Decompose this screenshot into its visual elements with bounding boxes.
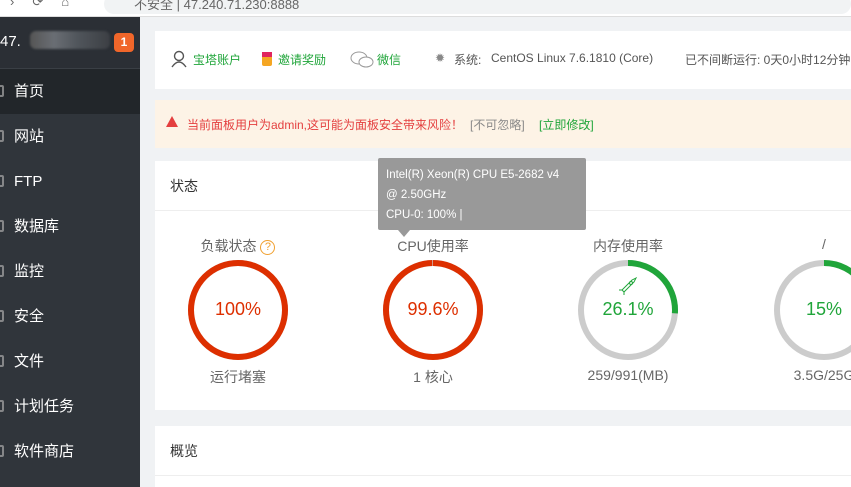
overview-title: 概览 — [155, 426, 851, 476]
gauge-ring — [774, 260, 851, 360]
sidebar-item-label: FTP — [14, 173, 43, 190]
sidebar-item-8[interactable]: 软件商店 — [0, 429, 140, 474]
sidebar-item-4[interactable]: 监控 — [0, 249, 140, 294]
gauge-fill — [383, 260, 483, 360]
sidebar-item-label: 网站 — [14, 128, 45, 145]
security-label: 不安全 — [134, 0, 174, 12]
gauge-label: / — [822, 236, 826, 252]
sidebar-item-0[interactable]: 首页 — [0, 69, 140, 114]
tooltip-cpu-freq: @ 2.50GHz — [386, 189, 447, 201]
sidebar-item-7[interactable]: 计划任务 — [0, 384, 140, 429]
menu-icon — [0, 130, 4, 142]
sidebar-item-label: 安全 — [14, 308, 45, 325]
warning-message: 当前面板用户为admin,这可能为面板安全带来风险！ — [187, 118, 464, 132]
gauge-detail: 1 核心 — [413, 369, 453, 385]
security-warning: 当前面板用户为admin,这可能为面板安全带来风险！ [不可忽略] [立即修改] — [155, 100, 851, 148]
menu-icon — [0, 265, 4, 277]
sidebar-item-label: 计划任务 — [14, 398, 75, 415]
sidebar-item-3[interactable]: 数据库 — [0, 204, 140, 249]
user-icon — [171, 50, 187, 68]
gear-icon: ✹ — [435, 51, 446, 65]
ignore-label: [不可忽略] — [470, 118, 525, 132]
gauge-value: 15% — [805, 299, 843, 319]
address-text: 47.240.71.230:8888 — [183, 0, 300, 12]
gauge-value: 99.6% — [407, 299, 459, 319]
address-bar[interactable]: 不安全 | 47.240.71.230:8888 — [104, 0, 851, 14]
sidebar-header: 47. 1 — [0, 17, 140, 69]
tooltip-cpu-model: Intel(R) Xeon(R) CPU E5-2682 v4 — [386, 169, 560, 181]
sidebar-item-6[interactable]: 文件 — [0, 339, 140, 384]
fix-now-link[interactable]: [立即修改] — [539, 118, 594, 132]
gift-icon — [262, 52, 272, 66]
top-info-bar: 宝塔账户 邀请奖励 微信 ✹ 系统: CentOS Linux 7.6.1810… — [155, 31, 851, 89]
gauge-fill — [578, 260, 678, 360]
menu-icon — [0, 445, 4, 457]
menu-icon — [0, 310, 4, 322]
overview-panel: 概览 — [155, 426, 851, 487]
menu-icon — [0, 220, 4, 232]
invite-link[interactable]: 邀请奖励 — [278, 53, 327, 67]
sidebar-item-1[interactable]: 网站 — [0, 114, 140, 159]
system-label: 系统: — [454, 53, 482, 67]
gauge-ring — [578, 260, 678, 360]
sidebar-item-label: 软件商店 — [14, 443, 75, 460]
notification-badge[interactable]: 1 — [114, 33, 134, 52]
wechat-icon — [350, 51, 374, 68]
warning-icon — [166, 116, 178, 127]
menu-icon — [0, 400, 4, 412]
browser-nav-icons[interactable]: ›⟳⌂ — [10, 0, 88, 9]
gauge-value: 100% — [214, 299, 262, 319]
gauge-detail: 259/991(MB) — [587, 367, 669, 383]
gauge-ring — [383, 260, 483, 360]
menu-icon — [0, 175, 4, 187]
gauge-label: CPU使用率 — [397, 238, 469, 254]
gauge-fill — [188, 260, 288, 360]
host-ip-redacted — [30, 31, 110, 49]
gauge-value: 26.1% — [602, 299, 654, 319]
sidebar-item-label: 数据库 — [14, 218, 60, 235]
uptime: 已不间断运行: 0天0小时12分钟 — [685, 53, 851, 67]
gauge-detail: 运行堵塞 — [210, 369, 266, 385]
cpu-tooltip: Intel(R) Xeon(R) CPU E5-2682 v4 @ 2.50GH… — [378, 158, 586, 237]
sidebar-item-label: 文件 — [14, 353, 45, 370]
wechat-link[interactable]: 微信 — [377, 53, 402, 67]
sidebar-item-label: 监控 — [14, 263, 45, 280]
sidebar-item-label: 首页 — [14, 83, 45, 100]
sidebar-item-2[interactable]: FTP — [0, 159, 140, 204]
gauge-fill — [774, 260, 851, 360]
sidebar: 47. 1 首页网站 FTP 数据库监控安全文件计划任务软件商店 — [0, 17, 140, 487]
sidebar-item-5[interactable]: 安全 — [0, 294, 140, 339]
gauge-detail: 3.5G/25G — [793, 367, 851, 383]
menu-icon — [0, 355, 4, 367]
tooltip-cpu-core: CPU-0: 100% | — [386, 209, 463, 221]
help-icon[interactable]: ? — [260, 240, 276, 255]
gauge-label: 负载状态 ? — [173, 236, 303, 256]
rocket-icon — [619, 276, 638, 295]
gauge-label: 内存使用率 — [593, 238, 663, 254]
host-ip: 47. — [0, 33, 21, 50]
account-link[interactable]: 宝塔账户 — [193, 53, 242, 67]
system-value: CentOS Linux 7.6.1810 (Core) — [491, 51, 654, 65]
browser-bar: ›⟳⌂ 不安全 | 47.240.71.230:8888 — [0, 0, 851, 17]
gauge-ring — [188, 260, 288, 360]
menu-icon — [0, 85, 4, 97]
